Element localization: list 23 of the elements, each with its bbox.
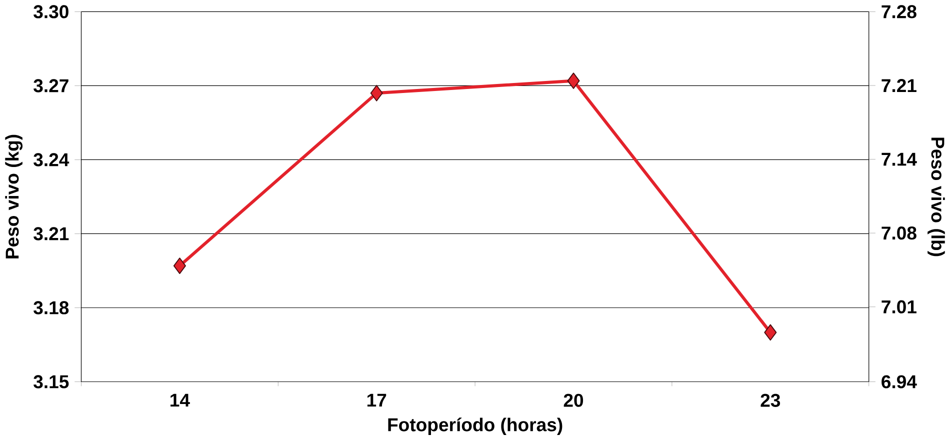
x-axis-title: Fotoperíodo (horas)	[388, 417, 562, 435]
point	[567, 72, 580, 89]
point	[370, 84, 383, 102]
x-tick-label: 14	[170, 394, 190, 406]
y-tick-label: 3.24	[34, 153, 70, 166]
y-tick-label: 3.18	[34, 301, 69, 314]
y-tick-label: 3.15	[34, 375, 69, 388]
y2-tick-label: 7.28	[882, 5, 916, 18]
y-tick-label: 3.21	[34, 227, 69, 240]
x-tick-label: 17	[367, 394, 386, 406]
y-axis-title: Peso vivo (kg)	[5, 134, 23, 258]
point	[764, 324, 777, 341]
y2-tick-label: 7.14	[882, 152, 917, 166]
y2-tick-label: 7.01	[882, 300, 916, 314]
x-tick-label: 23	[760, 394, 780, 407]
y2-tick-label: 7.21	[882, 78, 916, 92]
y2-tick-label: 6.94	[882, 375, 917, 388]
y-tick-label: 3.30	[34, 5, 68, 18]
y2-axis-title: Peso vivo (lb)	[928, 138, 945, 256]
point	[173, 258, 186, 274]
y-tick-label: 3.27	[34, 79, 68, 92]
x-tick-label: 20	[564, 394, 584, 407]
y2-tick-label: 7.08	[882, 226, 916, 240]
